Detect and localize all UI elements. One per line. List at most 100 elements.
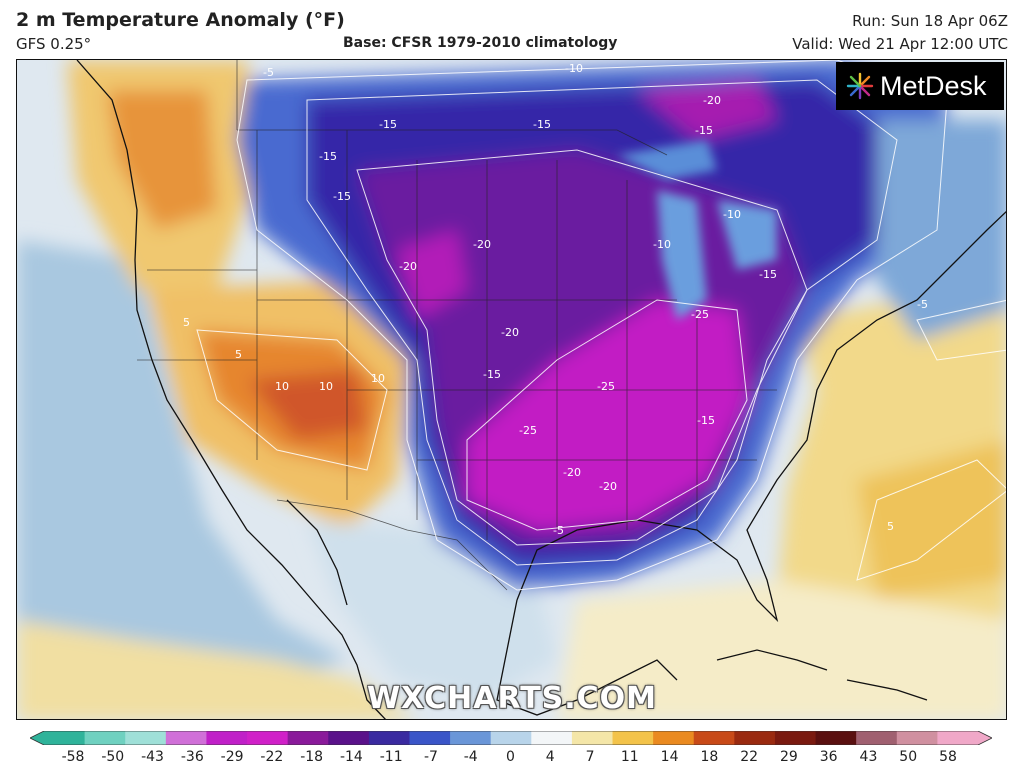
anomaly-map: -5 -10 -20 -15 -15 -15 -15 -15 -20 -20 -… bbox=[16, 59, 1007, 720]
colorbar-tick-label: 43 bbox=[859, 749, 878, 765]
colorbar-tick-label: 22 bbox=[740, 749, 759, 765]
colorbar-tick-label: 18 bbox=[700, 749, 719, 765]
colorbar-tick-label: 14 bbox=[660, 749, 679, 765]
contour-label: -15 bbox=[379, 118, 397, 131]
contour-label: -20 bbox=[599, 480, 617, 493]
colorbar-segment bbox=[815, 731, 857, 745]
contour-label: 10 bbox=[275, 380, 289, 393]
colorbar-segment bbox=[612, 731, 654, 745]
colorbar-segment bbox=[409, 731, 451, 745]
contour-label: -25 bbox=[597, 380, 615, 393]
colorbar-segment bbox=[247, 731, 289, 745]
baja-coastline bbox=[286, 499, 348, 606]
anomaly-contours bbox=[196, 60, 1006, 591]
colorbar-segment bbox=[490, 731, 532, 745]
lake-huron bbox=[717, 200, 777, 270]
colorbar-tick-label: -18 bbox=[300, 749, 324, 765]
colorbar-segment bbox=[734, 731, 776, 745]
climatology-base-label: Base: CFSR 1979-2010 climatology bbox=[343, 35, 618, 51]
model-label: GFS 0.25° bbox=[16, 35, 92, 53]
colorbar-tick-label: 36 bbox=[819, 749, 838, 765]
sw-hot-core bbox=[247, 370, 367, 440]
cold-extreme-north bbox=[397, 230, 467, 320]
contour-minus-15 bbox=[306, 79, 898, 566]
contour-label: -15 bbox=[483, 368, 501, 381]
chart-title: 2 m Temperature Anomaly (°F) bbox=[16, 9, 345, 31]
colorbar-segment bbox=[571, 731, 614, 745]
contour-label: -10 bbox=[653, 238, 671, 251]
contour-minus-25 bbox=[466, 299, 748, 531]
colorbar-tick-label: 50 bbox=[899, 749, 918, 765]
contour-label: 5 bbox=[235, 348, 242, 361]
pacific-coastline bbox=[76, 60, 386, 719]
colorbar-segment bbox=[287, 731, 329, 745]
contour-label: -25 bbox=[519, 424, 537, 437]
contour-label: -15 bbox=[533, 118, 551, 131]
contour-minus-20 bbox=[356, 149, 808, 546]
contour-label: -10 bbox=[565, 62, 583, 75]
colorbar-tick-label: -11 bbox=[379, 749, 403, 765]
atlantic-warm-core bbox=[857, 440, 1006, 600]
logo-text: MetDesk bbox=[880, 70, 987, 101]
colorbar-segment bbox=[165, 731, 207, 745]
contour-label: 10 bbox=[371, 372, 385, 385]
contour-plus-5-atlantic bbox=[856, 459, 1006, 581]
colorbar-segment bbox=[693, 731, 735, 745]
contour-label: -20 bbox=[501, 326, 519, 339]
run-time-label: Run: Sun 18 Apr 06Z bbox=[852, 12, 1008, 30]
colorbar-segment bbox=[896, 731, 938, 745]
contour-label: -15 bbox=[319, 150, 337, 163]
contour-label: -5 bbox=[917, 298, 928, 311]
valid-time-label: Valid: Wed 21 Apr 12:00 UTC bbox=[792, 35, 1008, 53]
contour-label: -20 bbox=[399, 260, 417, 273]
colorbar-segment bbox=[856, 731, 898, 745]
contour-label: -15 bbox=[695, 124, 713, 137]
colorbar-tick-label: -43 bbox=[141, 749, 164, 765]
colorbar-tick-label: -58 bbox=[61, 749, 85, 765]
colorbar-segment bbox=[44, 731, 86, 745]
colorbar bbox=[30, 731, 992, 745]
watermark: WXCHARTS.COM bbox=[366, 681, 658, 716]
lake-superior bbox=[617, 140, 717, 180]
political-borders bbox=[137, 60, 777, 591]
colorbar-segment bbox=[368, 731, 410, 745]
starburst-logo-icon bbox=[846, 72, 874, 100]
colorbar-segment bbox=[328, 731, 370, 745]
contour-label: -20 bbox=[703, 94, 721, 107]
colorbar-segment bbox=[774, 731, 817, 745]
contour-label: -10 bbox=[723, 208, 741, 221]
contour-label: -5 bbox=[553, 524, 564, 537]
colorbar-tick-label: -4 bbox=[463, 749, 478, 765]
cold-extreme-region bbox=[467, 300, 747, 530]
colorbar-tick-label: 7 bbox=[585, 749, 595, 765]
colorbar-segment bbox=[125, 731, 167, 745]
colorbar-segment bbox=[450, 731, 492, 745]
contour-plus-10 bbox=[196, 329, 388, 471]
colorbar-tick-label: -7 bbox=[423, 749, 438, 765]
contour-label: -15 bbox=[697, 414, 715, 427]
contour-label: -20 bbox=[473, 238, 491, 251]
contour-label: -15 bbox=[333, 190, 351, 203]
colorbar-segment bbox=[653, 731, 695, 745]
colorbar-labels: -58 -50 -43 -36 -29 -22 -18 -14 -11 -7 -4 0 4 7 11 14 18… bbox=[0, 749, 1024, 771]
contour-label: 5 bbox=[183, 316, 190, 329]
caribbean-region bbox=[557, 580, 1006, 719]
colorbar-tick-label: -50 bbox=[101, 749, 125, 765]
ne-cool-region bbox=[877, 120, 1006, 340]
contour-plus-5-ne bbox=[916, 299, 1006, 361]
pacific-warm-band bbox=[17, 620, 415, 719]
lake-michigan bbox=[657, 190, 707, 320]
metdesk-logo: MetDesk bbox=[836, 62, 1004, 110]
colorbar-tick-label: 29 bbox=[779, 749, 798, 765]
us-canada-border bbox=[237, 129, 668, 156]
colorbar-segment bbox=[84, 731, 126, 745]
nw-warm-core bbox=[107, 90, 217, 230]
contour-minus-5 bbox=[236, 60, 948, 591]
contour-label: -15 bbox=[759, 268, 777, 281]
colorbar-tick-label: -36 bbox=[180, 749, 204, 765]
map-canvas: -5 -10 -20 -15 -15 -15 -15 -15 -20 -20 -… bbox=[17, 60, 1006, 719]
colorbar-tick-label: -22 bbox=[260, 749, 284, 765]
contour-label: -25 bbox=[691, 308, 709, 321]
cold-extreme-hudson bbox=[637, 80, 777, 140]
colorbar-tick-label: -14 bbox=[339, 749, 363, 765]
